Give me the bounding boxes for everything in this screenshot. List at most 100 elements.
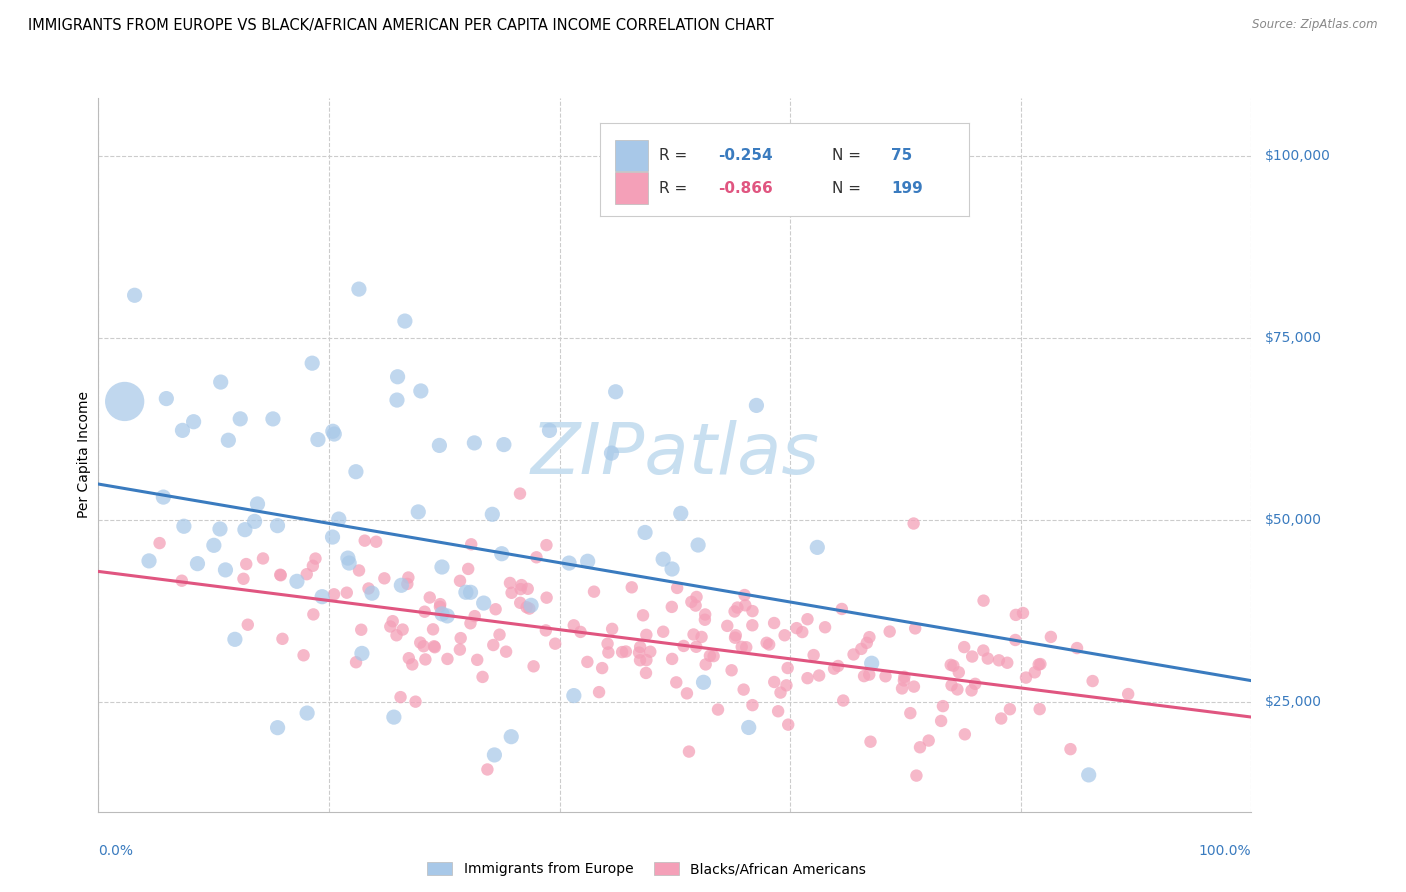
Point (569, 624, 592, 639)
Point (183, 415, 205, 429)
Point (690, 630, 713, 644)
Point (763, 675, 786, 690)
Point (990, 712, 1012, 726)
Point (366, 534, 388, 549)
Point (323, 587, 346, 601)
Point (516, 600, 538, 615)
Point (295, 567, 318, 582)
Point (224, 632, 246, 647)
Text: IMMIGRANTS FROM EUROPE VS BLACK/AFRICAN AMERICAN PER CAPITA INCOME CORRELATION C: IMMIGRANTS FROM EUROPE VS BLACK/AFRICAN … (28, 18, 773, 33)
Point (492, 437, 515, 451)
Point (488, 628, 510, 642)
Point (385, 392, 408, 407)
Point (243, 515, 266, 529)
Point (814, 620, 837, 634)
Point (723, 605, 745, 619)
Point (731, 640, 754, 654)
Point (796, 612, 818, 626)
Point (851, 641, 873, 656)
Point (879, 624, 901, 639)
Point (510, 578, 533, 592)
Point (786, 621, 808, 635)
Point (853, 669, 876, 683)
Point (311, 590, 333, 604)
Point (858, 667, 880, 681)
Point (415, 652, 437, 666)
Point (536, 538, 558, 552)
Legend: Immigrants from Europe, Blacks/African Americans: Immigrants from Europe, Blacks/African A… (423, 858, 870, 880)
Point (796, 671, 818, 685)
Point (558, 556, 581, 570)
Point (347, 282, 370, 296)
Point (724, 628, 747, 642)
Point (396, 570, 419, 584)
Point (337, 556, 360, 570)
Point (875, 669, 897, 683)
Point (636, 653, 658, 667)
Point (640, 645, 662, 659)
Point (942, 658, 965, 673)
Point (499, 576, 522, 591)
Point (634, 665, 657, 680)
Point (460, 537, 482, 551)
Text: $25,000: $25,000 (1265, 696, 1322, 709)
Point (413, 605, 436, 619)
Point (217, 434, 239, 448)
Point (610, 645, 633, 659)
Point (544, 637, 567, 651)
Point (526, 550, 548, 565)
Point (596, 637, 619, 651)
Point (347, 564, 370, 578)
Point (1066, 641, 1088, 656)
Point (477, 763, 499, 777)
Point (953, 727, 976, 741)
Point (1024, 665, 1046, 680)
Point (932, 699, 955, 714)
Text: 0.0%: 0.0% (98, 844, 134, 858)
Point (792, 625, 814, 640)
Point (394, 314, 416, 328)
Point (953, 640, 976, 654)
Text: $50,000: $50,000 (1265, 514, 1322, 527)
Point (591, 661, 613, 675)
Point (152, 490, 174, 504)
Point (666, 581, 689, 595)
Point (501, 586, 523, 600)
Point (703, 649, 725, 664)
Point (344, 655, 367, 669)
Point (741, 618, 763, 632)
Point (918, 733, 941, 747)
Point (1028, 702, 1050, 716)
Point (769, 685, 792, 699)
Point (775, 678, 797, 692)
Point (124, 288, 146, 302)
Point (460, 616, 482, 631)
Point (891, 681, 914, 696)
Point (745, 399, 768, 413)
Point (186, 557, 208, 571)
Point (463, 436, 485, 450)
Point (302, 558, 325, 573)
Point (229, 412, 252, 426)
Point (457, 562, 479, 576)
Point (389, 690, 412, 705)
Point (1077, 768, 1099, 782)
Point (391, 623, 413, 637)
Point (734, 588, 756, 602)
Point (173, 519, 195, 533)
Point (699, 648, 721, 663)
Point (734, 599, 756, 613)
Point (1015, 671, 1038, 685)
Point (472, 596, 495, 610)
Point (803, 648, 825, 662)
Point (336, 551, 359, 566)
Point (385, 628, 408, 642)
Point (987, 653, 1010, 667)
Point (948, 665, 970, 680)
Point (361, 586, 384, 600)
Text: ZIPatlas: ZIPatlas (530, 420, 820, 490)
Point (1029, 657, 1052, 671)
Point (398, 651, 420, 665)
Point (449, 574, 471, 588)
Point (856, 636, 879, 650)
